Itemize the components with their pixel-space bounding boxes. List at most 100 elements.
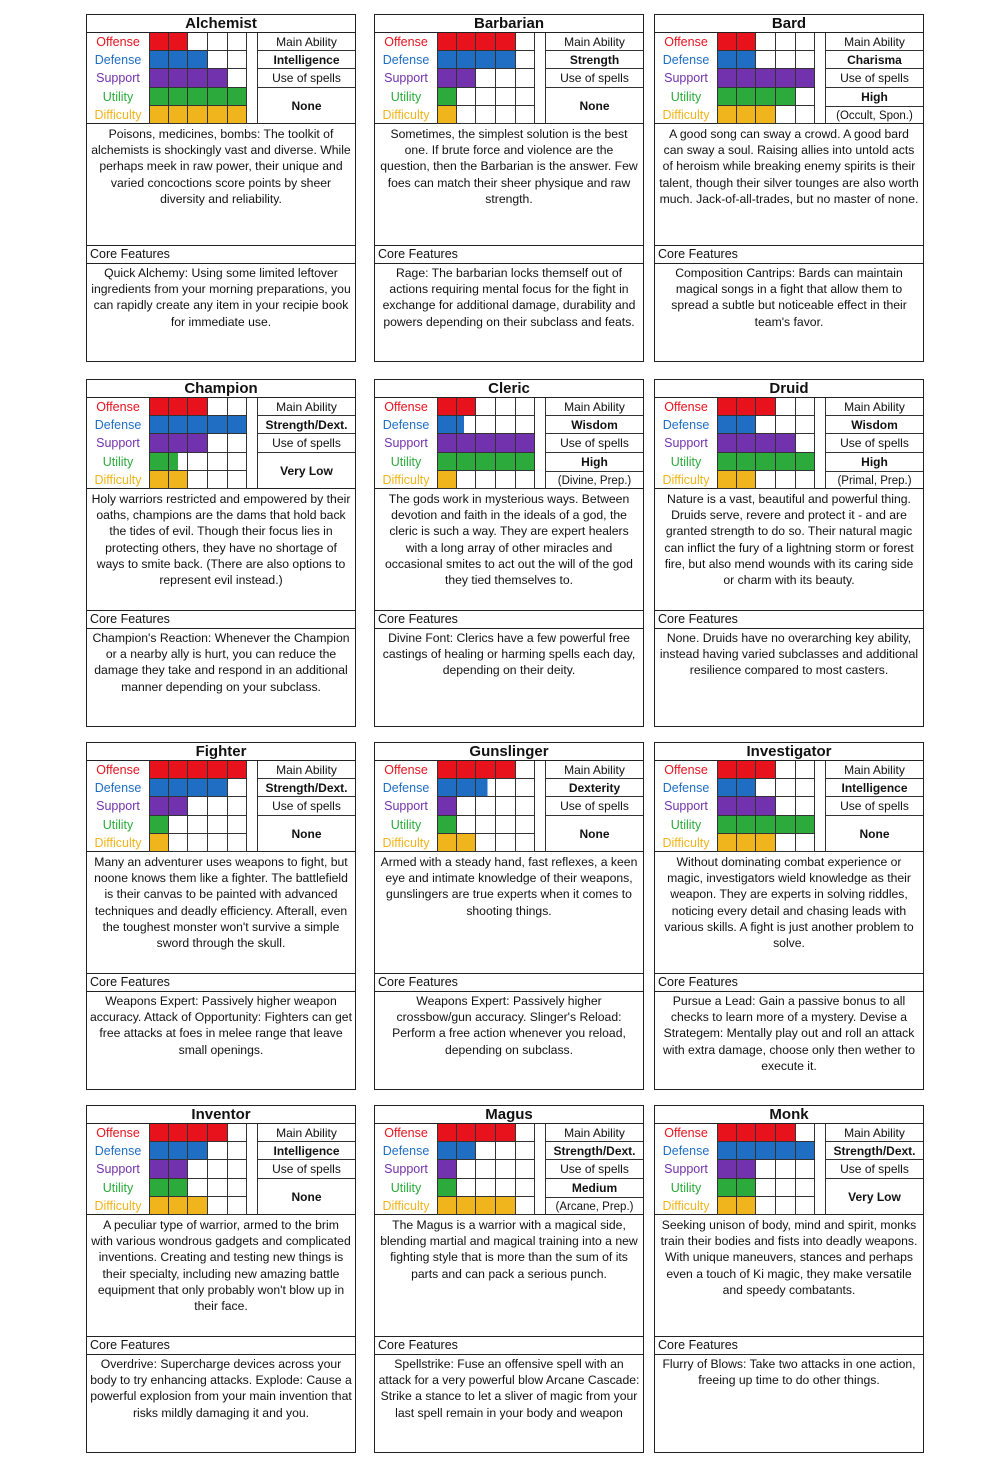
stat-cell bbox=[717, 51, 737, 70]
stat-cell bbox=[227, 797, 248, 816]
stat-cell bbox=[736, 1124, 757, 1143]
stat-cell bbox=[496, 87, 516, 106]
stat-cell bbox=[149, 1142, 169, 1161]
stat-cell bbox=[795, 434, 816, 453]
stat-label: Utility bbox=[102, 1180, 134, 1195]
stat-cell bbox=[756, 797, 777, 816]
stat-row: Utility bbox=[87, 87, 257, 106]
stat-cell bbox=[795, 1124, 816, 1143]
stat-cell bbox=[437, 69, 457, 88]
stat-label: Difficulty bbox=[94, 835, 142, 850]
stat-cell bbox=[496, 761, 516, 780]
stat-cell bbox=[476, 434, 497, 453]
stat-row: Defense bbox=[87, 51, 257, 70]
stat-cell bbox=[756, 33, 777, 52]
stat-cell bbox=[795, 833, 816, 852]
stat-cell bbox=[515, 833, 536, 852]
stat-cell bbox=[437, 1178, 457, 1197]
stat-cell bbox=[208, 1178, 228, 1197]
stat-cell bbox=[227, 69, 248, 88]
stat-cell bbox=[456, 51, 477, 70]
stat-cell bbox=[456, 1196, 477, 1215]
class-name: Monk bbox=[655, 1106, 923, 1124]
core-features-text: Flurry of Blows: Take two attacks in one… bbox=[662, 1357, 916, 1388]
stat-cell bbox=[736, 797, 757, 816]
ability-panel: Main Ability Charisma Use of spells High (Oc… bbox=[825, 33, 923, 124]
main-ability-label: Main Ability bbox=[546, 1124, 643, 1143]
stat-label: Defense bbox=[94, 53, 142, 68]
stat-cell bbox=[515, 1196, 536, 1215]
stat-row: Utility bbox=[375, 87, 545, 106]
stat-cell bbox=[149, 416, 169, 435]
stat-cell bbox=[476, 105, 497, 124]
stat-cell bbox=[515, 797, 536, 816]
core-features-label: Core Features bbox=[87, 246, 355, 264]
spells-block: High (Primal, Prep.) bbox=[826, 453, 923, 489]
stat-row: Utility bbox=[375, 815, 545, 834]
class-name: Investigator bbox=[655, 743, 923, 761]
stat-cell bbox=[437, 1196, 457, 1215]
class-description: A peculiar type of warrior, armed to the… bbox=[87, 1215, 355, 1337]
spells-label: Use of spells bbox=[546, 1160, 643, 1179]
stat-label: Support bbox=[664, 1162, 708, 1177]
stat-cell bbox=[776, 434, 796, 453]
stat-cell bbox=[476, 416, 497, 435]
stat-cell bbox=[717, 398, 737, 417]
stat-row: Offense bbox=[87, 761, 257, 780]
main-ability-value: Intelligence bbox=[258, 1142, 355, 1161]
stat-cell bbox=[456, 69, 477, 88]
class-name: Gunslinger bbox=[375, 743, 643, 761]
spells-label: Use of spells bbox=[258, 434, 355, 453]
stat-cell bbox=[227, 761, 248, 780]
main-ability-value: Intelligence bbox=[826, 779, 923, 798]
stats-grid: Offense Defense Support Utility Difficulty Ma… bbox=[87, 33, 355, 124]
stat-row: Support bbox=[655, 1160, 825, 1179]
stat-cell bbox=[456, 470, 477, 489]
stat-row: Defense bbox=[655, 416, 825, 435]
stat-cell bbox=[795, 797, 816, 816]
stat-cell bbox=[515, 416, 536, 435]
core-features-text: None. Druids have no overarching key abi… bbox=[659, 631, 919, 678]
stat-cell bbox=[515, 470, 536, 489]
class-card: Magus Offense Defense Support Utility Difficu… bbox=[374, 1105, 644, 1453]
stat-cell bbox=[149, 1124, 169, 1143]
stat-cell bbox=[208, 105, 228, 124]
stat-cell bbox=[456, 833, 477, 852]
stat-row: Difficulty bbox=[655, 833, 825, 852]
class-description: Sometimes, the simplest solution is the … bbox=[375, 124, 643, 246]
class-name: Alchemist bbox=[87, 15, 355, 33]
core-features-text: Composition Cantrips: Bards can maintain… bbox=[671, 266, 907, 329]
stat-cell bbox=[456, 105, 477, 124]
stat-cell bbox=[736, 1142, 757, 1161]
class-description: Nature is a vast, beautiful and powerful… bbox=[655, 489, 923, 611]
stat-cell bbox=[756, 105, 777, 124]
stat-cell bbox=[717, 87, 737, 106]
stat-row: Offense bbox=[87, 398, 257, 417]
spells-note: (Occult, Spon.) bbox=[826, 105, 923, 125]
stat-cell bbox=[208, 815, 228, 834]
core-features-text: Divine Font: Clerics have a few powerful… bbox=[382, 631, 636, 678]
stat-cell bbox=[149, 51, 169, 70]
stat-cell bbox=[168, 434, 189, 453]
stat-cell bbox=[227, 416, 248, 435]
stat-cell bbox=[476, 797, 497, 816]
stat-cell bbox=[208, 1196, 228, 1215]
stat-label: Offense bbox=[664, 1126, 708, 1140]
class-card: Barbarian Offense Defense Support Utility Dif… bbox=[374, 14, 644, 362]
class-name: Druid bbox=[655, 380, 923, 398]
stat-row: Defense bbox=[87, 779, 257, 798]
stat-label: Support bbox=[384, 1162, 428, 1177]
spells-value: High bbox=[861, 89, 888, 104]
stat-label: Utility bbox=[390, 89, 422, 104]
stat-cell bbox=[756, 69, 777, 88]
main-ability-value: Strength/Dext. bbox=[546, 1142, 643, 1161]
stat-cell bbox=[776, 797, 796, 816]
stat-cell bbox=[456, 1124, 477, 1143]
stat-cell bbox=[227, 398, 248, 417]
stat-row: Support bbox=[375, 434, 545, 453]
spells-value: None bbox=[859, 826, 890, 841]
stats-grid: Offense Defense Support Utility Difficulty Ma… bbox=[375, 761, 643, 852]
class-description: A good song can sway a crowd. A good bar… bbox=[655, 124, 923, 246]
stat-cell bbox=[795, 398, 816, 417]
spells-label: Use of spells bbox=[826, 69, 923, 88]
